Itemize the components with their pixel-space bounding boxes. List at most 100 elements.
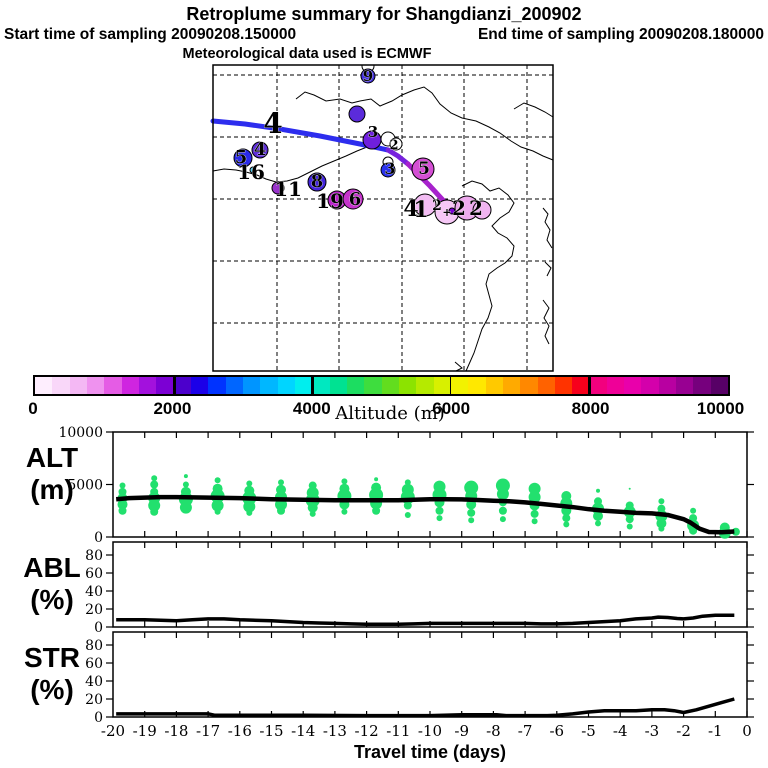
x-tick-label: -7 — [518, 722, 533, 740]
trajectory-path — [210, 118, 391, 153]
cluster-marker — [348, 105, 366, 123]
colorbar-tick-label: 0 — [28, 399, 38, 418]
colorbar-segment — [138, 377, 157, 394]
altitude-bubble — [118, 506, 127, 515]
coastline — [461, 180, 515, 372]
x-tick-label: -14 — [291, 722, 315, 740]
altitude-bubble — [182, 481, 189, 488]
x-axis: -20 -19 -18 -17 -16 -15 -14 -13 -12 -11 -10 -9 -8 -7-… — [101, 722, 752, 762]
altitude-bubble — [435, 506, 444, 515]
str-panel: 80 60 40 20 0 STR(%) — [24, 631, 754, 726]
cluster-marker — [360, 68, 376, 84]
altitude-bubble — [151, 475, 158, 482]
colorbar-segment — [485, 377, 503, 394]
altitude-bubble — [628, 487, 631, 490]
colorbar-segment — [225, 377, 243, 394]
colorbar-segment — [364, 377, 382, 394]
altitude-bubble — [626, 523, 633, 530]
x-tick-label: -18 — [164, 722, 188, 740]
colorbar-axis-label: Altitude (m) — [335, 403, 445, 424]
cluster-day-label: 5 — [235, 147, 248, 168]
altitude-bubble — [562, 514, 571, 523]
colorbar-segment — [208, 377, 226, 394]
coastline — [212, 142, 377, 183]
x-tick-label: -10 — [418, 722, 442, 740]
colorbar-segment — [502, 377, 521, 394]
x-tick-label: -6 — [549, 722, 564, 740]
colorbar-tick-label: 2000 — [153, 399, 192, 418]
colorbar-divider — [588, 377, 592, 394]
colorbar-segment — [658, 377, 677, 394]
y-tick-label: 20 — [85, 602, 103, 618]
x-axis-title: Travel time (days) — [354, 742, 506, 762]
cluster-day-label: 3 — [384, 159, 395, 178]
x-tick-label: -17 — [196, 722, 220, 740]
colorbar-segment — [606, 377, 625, 394]
altitude-bubble — [625, 515, 634, 524]
x-tick-label: -12 — [355, 722, 379, 740]
colorbar-segment — [537, 377, 555, 394]
cluster-day-label: 5 — [418, 159, 430, 179]
cluster-day-label: 4 — [403, 196, 418, 222]
colorbar-segment — [450, 377, 469, 394]
colorbar-segment — [589, 377, 607, 394]
cluster-marker — [389, 137, 403, 151]
colorbar-divider — [311, 377, 315, 394]
cluster-day-label: 8 — [311, 171, 324, 192]
x-tick-label: -15 — [259, 722, 283, 740]
colorbar-segment — [693, 377, 711, 394]
colorbar-segment — [520, 377, 538, 394]
colorbar-segment — [710, 377, 729, 394]
colorbar-segment — [381, 377, 399, 394]
colorbar-segment — [190, 377, 209, 394]
cluster-day-label: 2 — [452, 196, 466, 220]
cluster-day-label: 11 — [274, 177, 302, 201]
altitude-bubble — [496, 487, 509, 500]
altitude-bubble — [309, 510, 316, 517]
panel-name-label: STR — [24, 642, 80, 673]
altitude-bubble — [307, 502, 318, 513]
x-tick-label: -20 — [101, 722, 125, 740]
colorbar-segment — [52, 377, 70, 394]
panel-name-label: ABL — [23, 552, 81, 583]
cluster-day-label: 4 — [263, 107, 282, 140]
y-tick-label: 20 — [85, 692, 103, 708]
colorbar-segment — [624, 377, 642, 394]
alt-panel: 10000 5000 0 ALT(m) — [26, 425, 754, 546]
altitude-bubble — [214, 508, 221, 515]
altitude-bubble — [595, 520, 602, 527]
altitude-bubble — [246, 509, 253, 516]
panel-border — [112, 541, 748, 628]
altitude-bubble — [656, 518, 667, 529]
altitude-bubble — [658, 498, 665, 505]
cluster-day-label: 1 — [413, 197, 428, 223]
y-tick-label: 10000 — [58, 425, 103, 441]
altitude-bubble — [528, 482, 541, 495]
colorbar-segment — [554, 377, 573, 394]
colorbar-segment — [676, 377, 694, 394]
panel-unit-label: (%) — [30, 674, 74, 705]
colorbar-segment — [398, 377, 417, 394]
colorbar-tick-label: 8000 — [571, 399, 610, 418]
altitude-bubble — [277, 506, 286, 515]
altitude-bubble — [404, 511, 411, 518]
colorbar-segment — [294, 377, 313, 394]
x-tick-label: -2 — [676, 722, 691, 740]
start-time-label: Start time of sampling 20090208.150000 — [4, 26, 297, 43]
trajectory-path — [385, 147, 411, 167]
cluster-marker — [251, 141, 269, 159]
altitude-bubble — [593, 511, 604, 521]
colorbar-segment — [121, 377, 139, 394]
cluster-day-label: 16 — [237, 160, 265, 184]
colorbar-segment — [260, 377, 278, 394]
altitude-bubble — [211, 499, 224, 512]
altitude-bubble — [183, 474, 188, 479]
cluster-day-label: 3 — [368, 123, 378, 141]
altitude-bubble — [341, 478, 348, 485]
met-data-label: Meteorological data used is ECMWF — [182, 46, 432, 62]
colorbar-segment — [104, 377, 122, 394]
altitude-bubble — [596, 488, 601, 493]
colorbar-segment — [329, 377, 347, 394]
